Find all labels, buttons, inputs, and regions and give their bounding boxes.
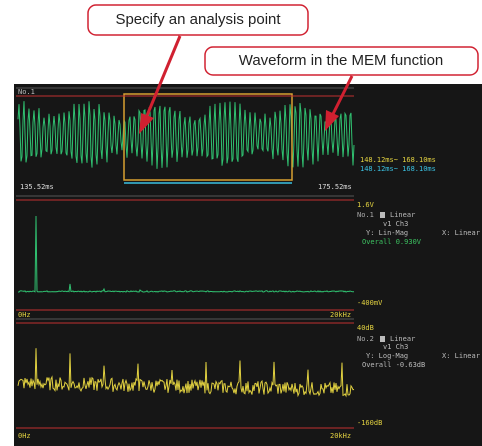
time-start: 135.52ms xyxy=(20,183,54,191)
x-end: 20kHz xyxy=(330,432,351,440)
callout: Specify an analysis point xyxy=(115,11,281,28)
range-cyan: 148.12ms~ 168.10ms xyxy=(360,165,436,173)
no: No.2 xyxy=(357,335,374,343)
mode: Linear xyxy=(390,211,415,219)
swatch xyxy=(380,336,385,342)
mode: Linear xyxy=(390,335,415,343)
x-end: 20kHz xyxy=(330,311,351,319)
analysis-box xyxy=(123,93,293,181)
spectrum xyxy=(17,348,355,398)
channel: v1 Ch3 xyxy=(383,343,408,351)
y-axis: Y: Log-Mag xyxy=(366,352,408,360)
y-axis: Y: Lin-Mag xyxy=(366,229,408,237)
screen xyxy=(14,84,482,446)
overall: Overall -0.63dB xyxy=(362,361,425,369)
bottom-label: -400mV xyxy=(357,299,383,307)
overall: Overall 0.930V xyxy=(362,238,422,246)
waveform xyxy=(17,101,355,169)
swatch xyxy=(380,212,385,218)
top-label: 1.6V xyxy=(357,201,375,209)
channel: v1 Ch3 xyxy=(383,220,408,228)
top-label: 40dB xyxy=(357,324,374,332)
range-yellow: 148.12ms~ 168.10ms xyxy=(360,156,436,164)
bottom-label: -160dB xyxy=(357,419,382,427)
panel-borders xyxy=(16,95,354,429)
x-start: 0Hz xyxy=(18,311,31,319)
callout-box xyxy=(204,46,479,76)
no: No.1 xyxy=(357,211,374,219)
callout: Waveform in the MEM function xyxy=(239,52,444,69)
x-start: 0Hz xyxy=(18,432,31,440)
arrows xyxy=(139,35,354,134)
time-end: 175.52ms xyxy=(318,183,352,191)
callout-box xyxy=(87,4,309,36)
spectrum xyxy=(18,215,354,293)
x-axis: X: Linear xyxy=(442,229,480,237)
x-axis: X: Linear xyxy=(442,352,480,360)
label: No.1 xyxy=(18,88,35,96)
